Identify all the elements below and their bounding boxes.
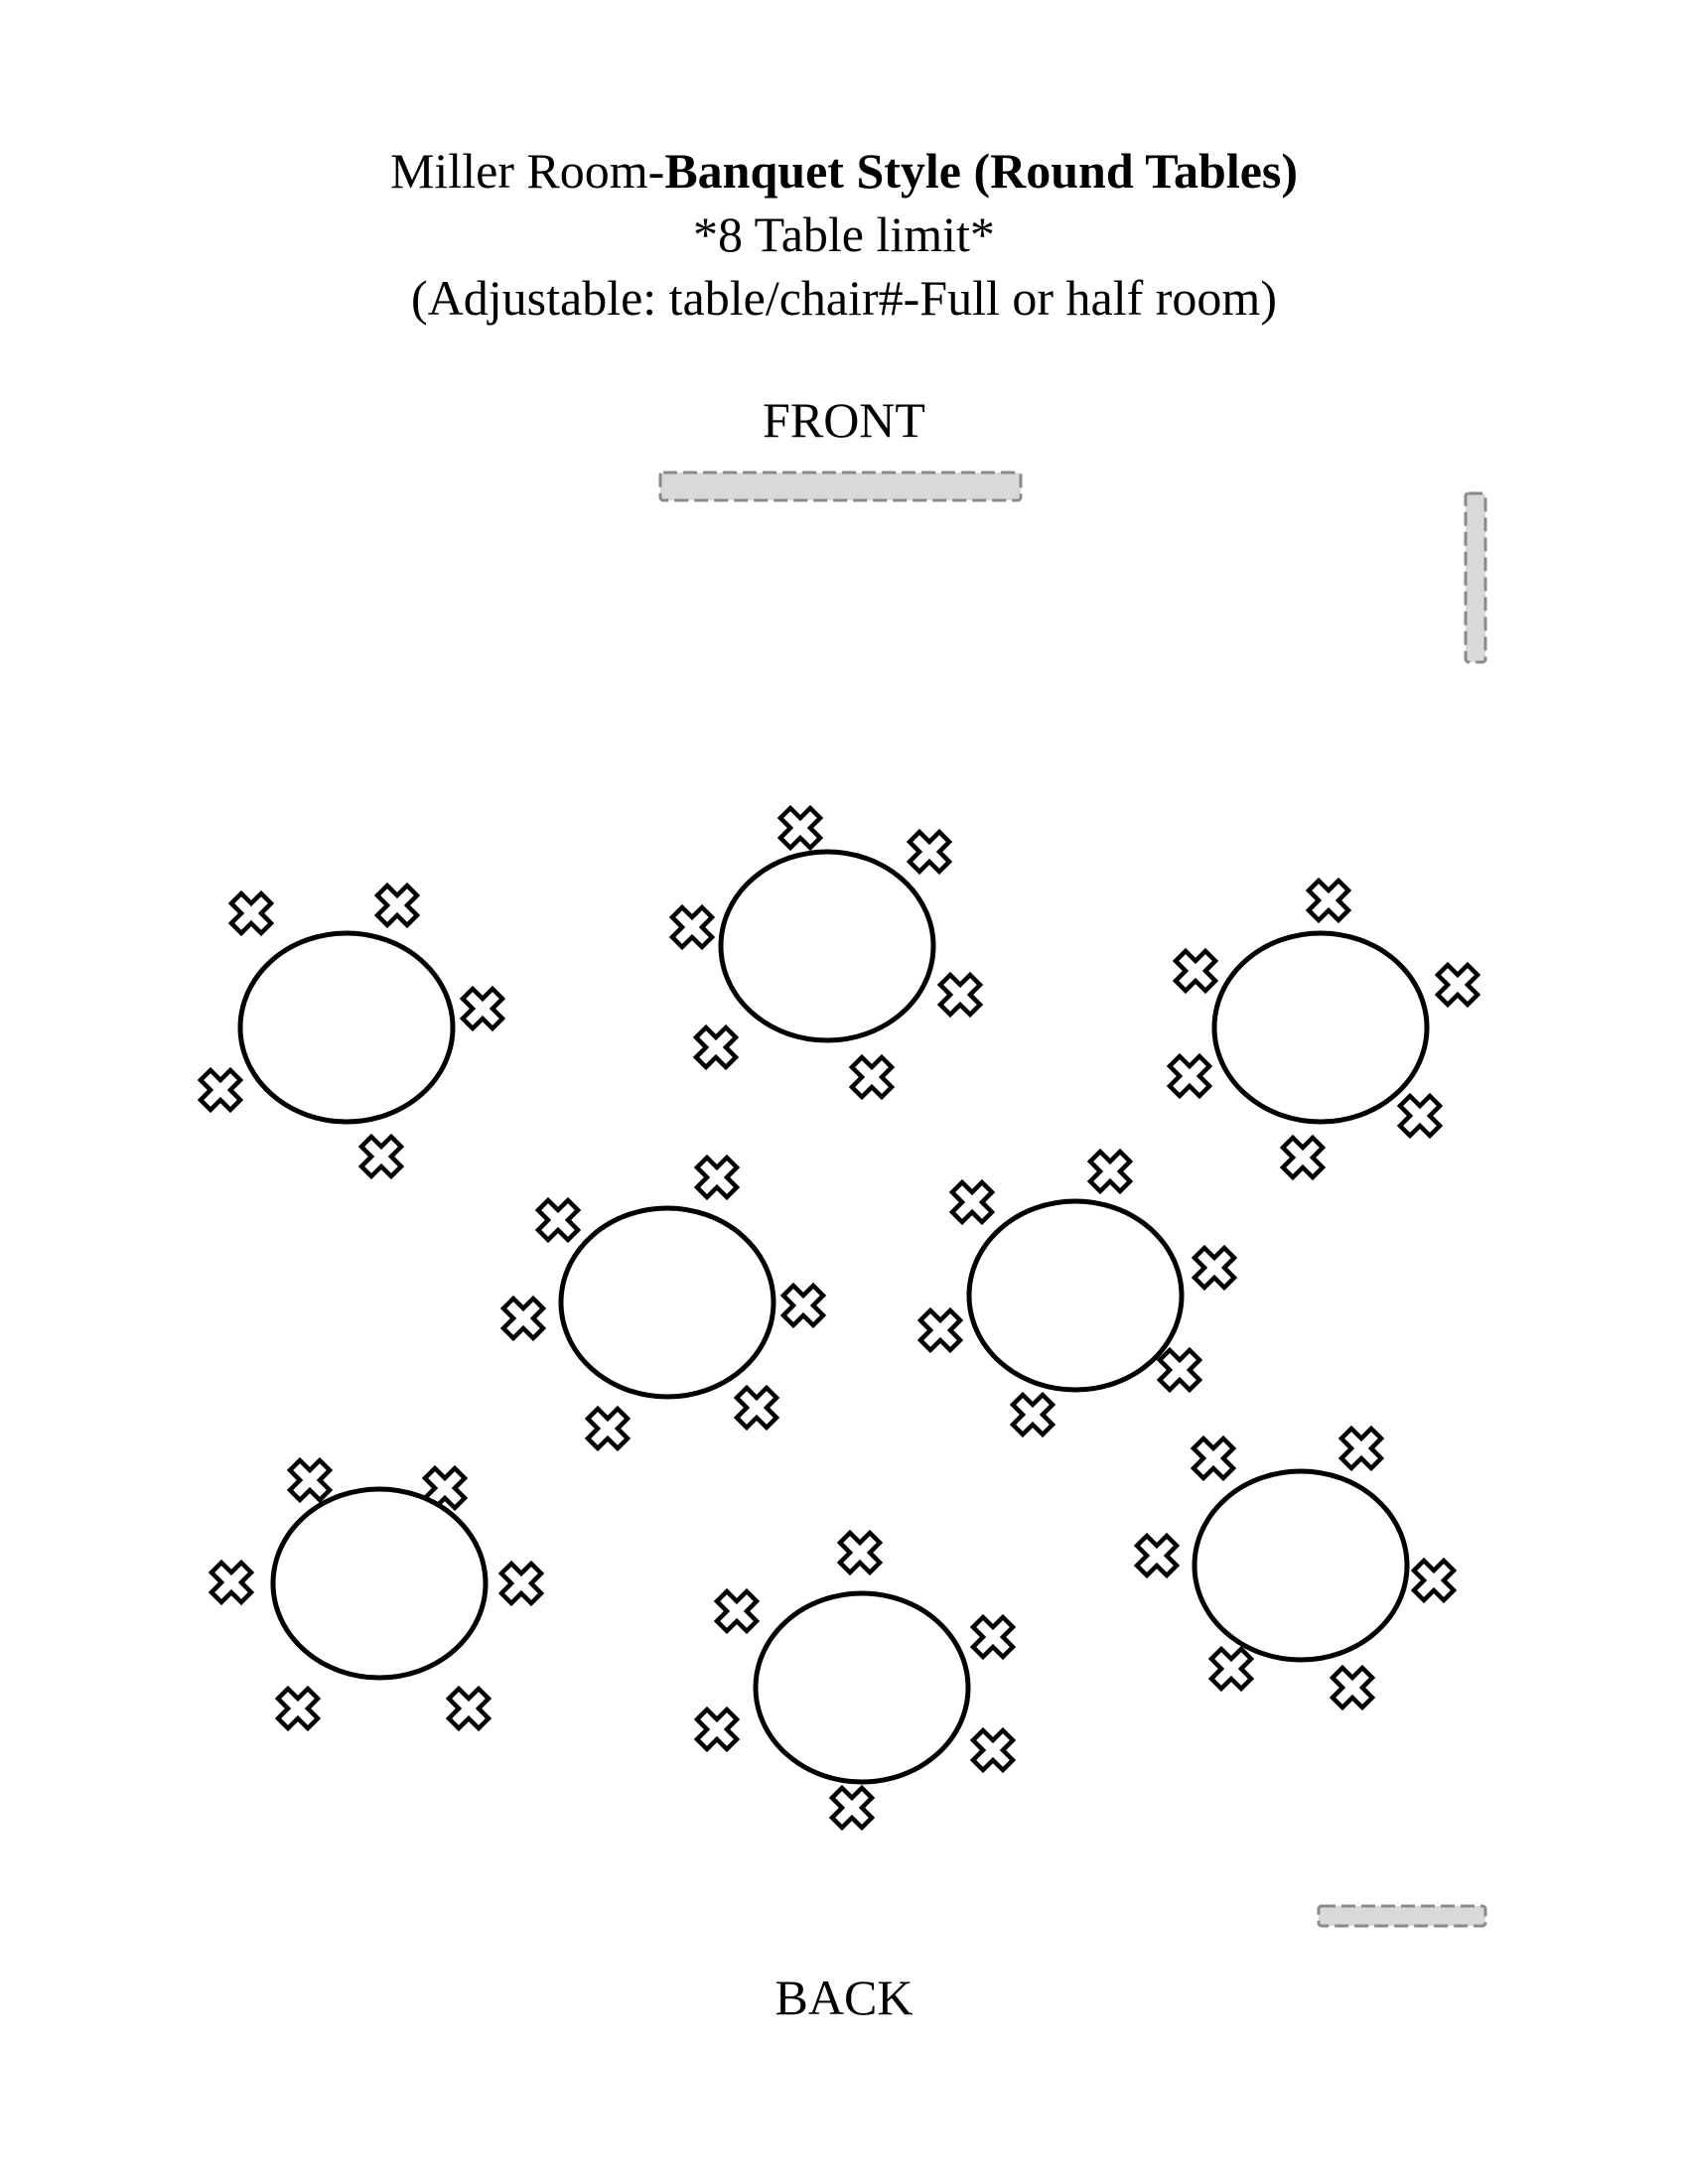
chair-x-icon [672, 907, 712, 947]
table-4 [503, 1158, 823, 1448]
chair-x-icon [1414, 1561, 1454, 1600]
chair-x-icon [1137, 1536, 1177, 1575]
round-table [1211, 930, 1430, 1125]
title-bold: Banquet Style (Round Tables) [664, 143, 1299, 199]
chair-x-icon [201, 1070, 240, 1110]
chair-x-icon [1195, 1248, 1234, 1288]
chair-x-icon [231, 893, 271, 933]
chair-x-icon [377, 886, 417, 925]
chair-x-icon [290, 1460, 330, 1500]
round-table [237, 930, 456, 1125]
diagram-title: Miller Room-Banquet Style (Round Tables) [0, 139, 1688, 203]
chair-x-icon [211, 1563, 251, 1602]
diagram-header: Miller Room-Banquet Style (Round Tables)… [0, 139, 1688, 330]
chair-x-icon [1013, 1395, 1053, 1434]
chair-x-icon [973, 1730, 1013, 1770]
adjustable-note: (Adjustable: table/chair#-Full or half r… [411, 270, 1277, 326]
chair-x-icon [503, 1298, 543, 1338]
round-table [1192, 1468, 1410, 1663]
chair-x-icon [463, 989, 502, 1028]
chair-x-icon [696, 1027, 736, 1067]
chair-x-icon [449, 1689, 489, 1728]
round-table [966, 1198, 1185, 1393]
back-label: BACK [774, 1970, 914, 2025]
chair-x-icon [1333, 1668, 1372, 1707]
back-door-bar [1317, 1904, 1487, 1928]
chair-x-icon [780, 808, 820, 848]
chair-x-icon [1176, 951, 1215, 991]
tables-layer [201, 808, 1477, 1828]
chair-x-icon [501, 1564, 541, 1603]
chair-x-icon [973, 1617, 1013, 1657]
chair-x-icon [1400, 1096, 1440, 1136]
chair-x-icon [697, 1158, 737, 1197]
chair-x-icon [952, 1182, 992, 1222]
chair-x-icon [737, 1388, 776, 1428]
chair-x-icon [783, 1286, 823, 1325]
table-1 [201, 886, 502, 1176]
chair-x-icon [1283, 1138, 1323, 1177]
table-7 [1137, 1429, 1454, 1707]
table-2 [672, 808, 980, 1097]
chair-x-icon [697, 1709, 737, 1749]
chair-x-icon [920, 1310, 960, 1350]
title-prefix: Miller Room- [389, 143, 665, 199]
table-3 [1170, 881, 1477, 1177]
chair-x-icon [588, 1409, 628, 1448]
chair-x-icon [361, 1137, 401, 1176]
round-table [753, 1590, 971, 1785]
chair-x-icon [1090, 1152, 1130, 1191]
fixtures [658, 471, 1487, 1928]
round-table [718, 849, 936, 1043]
front-label: FRONT [763, 392, 925, 448]
round-table [558, 1205, 776, 1400]
chair-x-icon [1160, 1350, 1199, 1390]
chair-x-icon [910, 832, 949, 872]
chair-x-icon [1341, 1429, 1381, 1468]
chair-x-icon [717, 1591, 757, 1631]
chair-x-icon [852, 1057, 892, 1097]
chair-x-icon [840, 1533, 880, 1572]
table-8 [697, 1533, 1013, 1828]
side-wall-bar [1464, 491, 1487, 664]
chair-x-icon [538, 1200, 578, 1240]
table-6 [211, 1460, 541, 1728]
chair-x-icon [1211, 1649, 1251, 1689]
chair-x-icon [1170, 1056, 1209, 1096]
round-table [270, 1486, 489, 1681]
chair-x-icon [1438, 965, 1477, 1005]
chair-x-icon [278, 1689, 318, 1728]
chair-x-icon [1194, 1438, 1233, 1478]
table-limit-note: *8 Table limit* [693, 206, 995, 262]
chair-x-icon [940, 975, 980, 1015]
table-5 [920, 1152, 1234, 1434]
front-podium-bar [658, 471, 1023, 502]
chair-x-icon [1309, 881, 1348, 920]
chair-x-icon [832, 1788, 872, 1828]
